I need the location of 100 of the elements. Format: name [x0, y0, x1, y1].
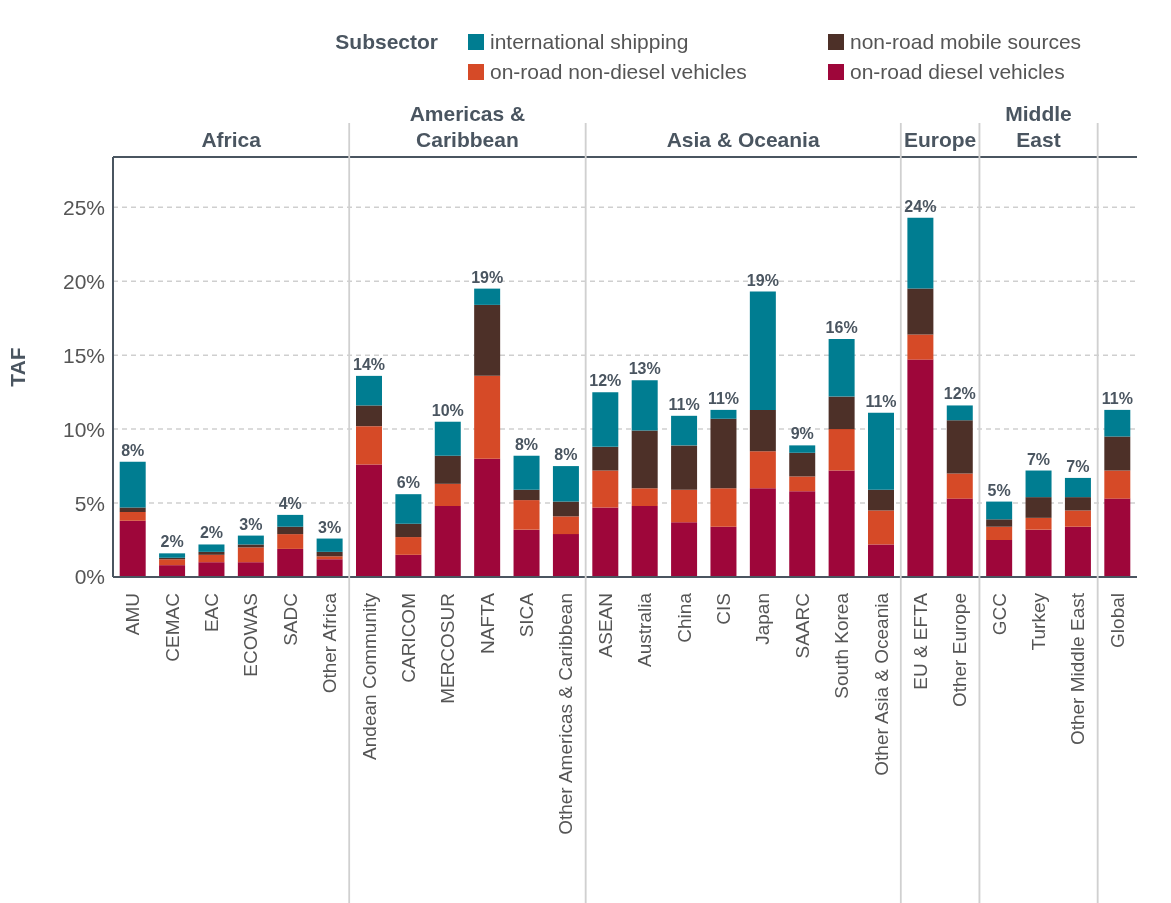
bar: [277, 534, 304, 549]
bar: [356, 464, 382, 577]
bar: [671, 489, 698, 523]
total-label: 6%: [396, 474, 420, 492]
bar: [828, 338, 855, 397]
bar: [789, 445, 816, 453]
bar: [946, 405, 973, 421]
y-tick-label: 15%: [62, 343, 105, 367]
bar: [119, 511, 146, 521]
x-tick-label: GCC: [988, 593, 1010, 636]
bar: [986, 540, 1013, 577]
y-tick-label: 20%: [62, 269, 105, 293]
x-tick-label: ASEAN: [594, 593, 616, 658]
total-label: 10%: [431, 401, 464, 419]
text: Americas & Caribbean: [408, 101, 527, 153]
bar: [552, 516, 579, 535]
bar: [631, 380, 658, 431]
bar: [749, 409, 776, 452]
bar: [316, 551, 343, 557]
x-tick-label: CIS: [712, 593, 734, 625]
bar: [907, 288, 934, 335]
bar: [277, 548, 304, 577]
x-tick-label: Other Africa: [319, 592, 341, 694]
bar: [316, 559, 343, 577]
x-tick-label: SAARC: [791, 593, 813, 659]
bar: [986, 526, 1013, 541]
x-tick-label: CEMAC: [161, 593, 183, 662]
y-tick-label: 5%: [74, 491, 105, 515]
total-label: 5%: [987, 481, 1011, 499]
total-label: 2%: [160, 533, 184, 551]
x-tick-label: Andean Community: [358, 592, 380, 760]
total-label: 12%: [943, 385, 976, 403]
bar: [434, 506, 461, 577]
bar: [1104, 470, 1131, 499]
bar: [671, 415, 698, 446]
x-tick-label: ECOWAS: [240, 593, 262, 677]
bar: [434, 421, 461, 456]
x-tick-label: MERCOSUR: [437, 593, 459, 704]
bar: [119, 461, 146, 508]
bar: [592, 392, 619, 447]
total-label: 13%: [628, 360, 661, 378]
bar: [198, 554, 225, 563]
total-label: 19%: [746, 271, 779, 289]
bar: [592, 507, 619, 577]
total-label: 11%: [1101, 389, 1133, 407]
bar: [868, 544, 894, 577]
bar: [631, 506, 658, 577]
bar: [907, 359, 934, 577]
bar: [946, 498, 973, 577]
total-label: 2%: [199, 524, 224, 542]
bar: [119, 520, 146, 577]
bar: [868, 510, 894, 545]
bar: [119, 507, 146, 512]
bar: [434, 455, 461, 484]
bar: [237, 535, 264, 545]
bar: [671, 522, 698, 577]
x-tick-label: Other Americas & Caribbean: [555, 593, 577, 835]
bar: [513, 455, 540, 490]
text: Europe: [903, 127, 977, 153]
bar: [868, 489, 894, 511]
x-tick-label: South Korea: [831, 592, 853, 699]
y-axis-title: TAF: [6, 347, 30, 387]
total-label: 11%: [865, 392, 897, 410]
bar: [1064, 477, 1091, 498]
x-tick-label: Global: [1106, 593, 1128, 648]
text: Africa: [201, 127, 261, 153]
bar: [1104, 498, 1131, 577]
bar: [159, 553, 186, 558]
bar: [513, 529, 540, 577]
x-tick-label: Other Europe: [949, 593, 971, 708]
legend-label: on-road diesel vehicles: [850, 60, 1065, 84]
bar: [356, 405, 382, 427]
x-tick-label: Japan: [752, 593, 774, 645]
bar: [946, 420, 973, 474]
bar: [277, 514, 304, 527]
x-tick-label: EAC: [200, 593, 222, 633]
bar: [474, 375, 501, 459]
legend-label: on-road non-diesel vehicles: [490, 60, 747, 84]
x-tick-label: Other Middle East: [1067, 592, 1089, 746]
bar: [237, 547, 264, 563]
bar: [198, 551, 225, 555]
bar: [395, 537, 422, 555]
bar: [710, 409, 737, 419]
bar: [907, 334, 934, 360]
bar: [710, 418, 737, 489]
bar: [1064, 497, 1091, 511]
bar: [316, 556, 343, 560]
bar: [474, 458, 501, 577]
bar: [434, 483, 461, 507]
bar: [159, 559, 186, 566]
bar: [828, 396, 855, 430]
bar: [513, 500, 540, 530]
bar: [749, 291, 776, 410]
bar: [513, 489, 540, 501]
bar: [198, 562, 225, 577]
bar: [1025, 497, 1052, 518]
total-label: 3%: [239, 515, 263, 533]
bar: [749, 451, 776, 489]
bar: [789, 491, 816, 577]
total-label: 19%: [471, 268, 504, 286]
